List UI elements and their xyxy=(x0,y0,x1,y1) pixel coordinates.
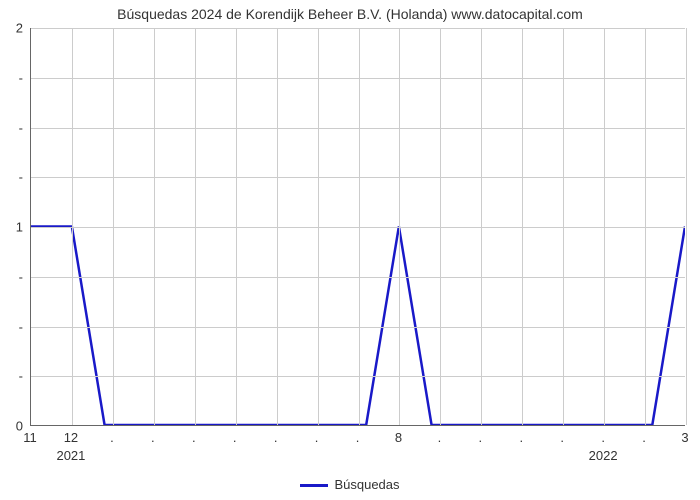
y-minor-tick: - xyxy=(15,269,23,284)
y-minor-tick: - xyxy=(15,120,23,135)
x-tick-label: 8 xyxy=(395,430,402,445)
x-minor-tick: . xyxy=(315,430,319,445)
legend-label: Búsquedas xyxy=(334,477,399,492)
x-tick-label: 11 xyxy=(23,430,37,445)
x-minor-tick: . xyxy=(233,430,237,445)
grid-line-horizontal xyxy=(31,128,685,129)
grid-line-vertical xyxy=(686,28,687,425)
x-minor-tick: . xyxy=(192,430,196,445)
x-tick-label: 12 xyxy=(64,430,78,445)
grid-line-horizontal xyxy=(31,78,685,79)
x-tick-sublabel: 2022 xyxy=(589,448,618,463)
chart-container: Búsquedas 2024 de Korendijk Beheer B.V. … xyxy=(0,0,700,500)
x-tick-label: 3 xyxy=(681,430,688,445)
grid-line-horizontal xyxy=(31,177,685,178)
legend-swatch xyxy=(300,484,328,487)
x-minor-tick: . xyxy=(110,430,114,445)
plot-area xyxy=(30,28,685,426)
x-minor-tick: . xyxy=(274,430,278,445)
x-minor-tick: . xyxy=(356,430,360,445)
grid-line-horizontal xyxy=(31,28,685,29)
x-minor-tick: . xyxy=(438,430,442,445)
y-tick-label: 2 xyxy=(3,21,23,36)
x-minor-tick: . xyxy=(519,430,523,445)
x-minor-tick: . xyxy=(642,430,646,445)
grid-line-horizontal xyxy=(31,277,685,278)
y-tick-label: 0 xyxy=(3,419,23,434)
chart-title: Búsquedas 2024 de Korendijk Beheer B.V. … xyxy=(0,6,700,22)
x-minor-tick: . xyxy=(479,430,483,445)
x-tick-sublabel: 2021 xyxy=(56,448,85,463)
x-minor-tick: . xyxy=(601,430,605,445)
grid-line-horizontal xyxy=(31,376,685,377)
x-minor-tick: . xyxy=(151,430,155,445)
grid-line-horizontal xyxy=(31,227,685,228)
y-tick-label: 1 xyxy=(3,220,23,235)
y-minor-tick: - xyxy=(15,319,23,334)
x-minor-tick: . xyxy=(560,430,564,445)
y-minor-tick: - xyxy=(15,170,23,185)
y-minor-tick: - xyxy=(15,70,23,85)
legend: Búsquedas xyxy=(0,477,700,492)
y-minor-tick: - xyxy=(15,369,23,384)
grid-line-horizontal xyxy=(31,327,685,328)
